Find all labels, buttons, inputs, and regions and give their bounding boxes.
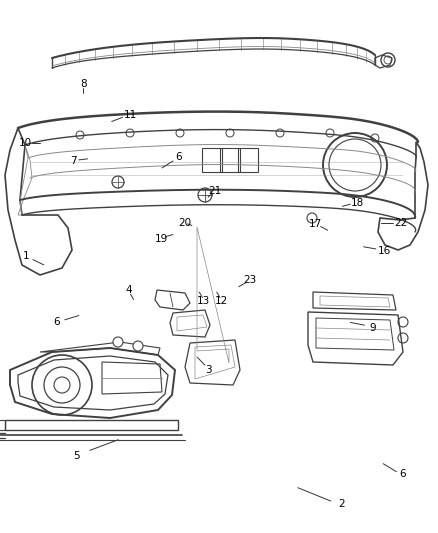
Text: 11: 11 (124, 110, 137, 119)
Circle shape (381, 53, 395, 67)
Text: 4: 4 (126, 286, 133, 295)
Text: 6: 6 (399, 470, 406, 479)
Circle shape (113, 337, 123, 347)
Text: 19: 19 (155, 234, 168, 244)
Text: 7: 7 (70, 156, 77, 166)
Text: 6: 6 (53, 318, 60, 327)
Text: 21: 21 (208, 186, 221, 196)
Text: 6: 6 (175, 152, 182, 162)
Text: 3: 3 (205, 366, 212, 375)
Text: 5: 5 (73, 451, 80, 461)
Circle shape (133, 341, 143, 351)
Text: 2: 2 (338, 499, 345, 508)
Text: 9: 9 (369, 323, 376, 333)
Text: 23: 23 (243, 275, 256, 285)
Text: 10: 10 (19, 138, 32, 148)
Text: 12: 12 (215, 296, 228, 306)
Text: 17: 17 (309, 219, 322, 229)
Text: 16: 16 (378, 246, 391, 255)
Text: 18: 18 (350, 198, 364, 207)
Text: 8: 8 (80, 79, 87, 89)
Text: 1: 1 (23, 251, 30, 261)
Text: 22: 22 (394, 218, 407, 228)
Text: 20: 20 (178, 218, 191, 228)
Text: 13: 13 (197, 296, 210, 306)
